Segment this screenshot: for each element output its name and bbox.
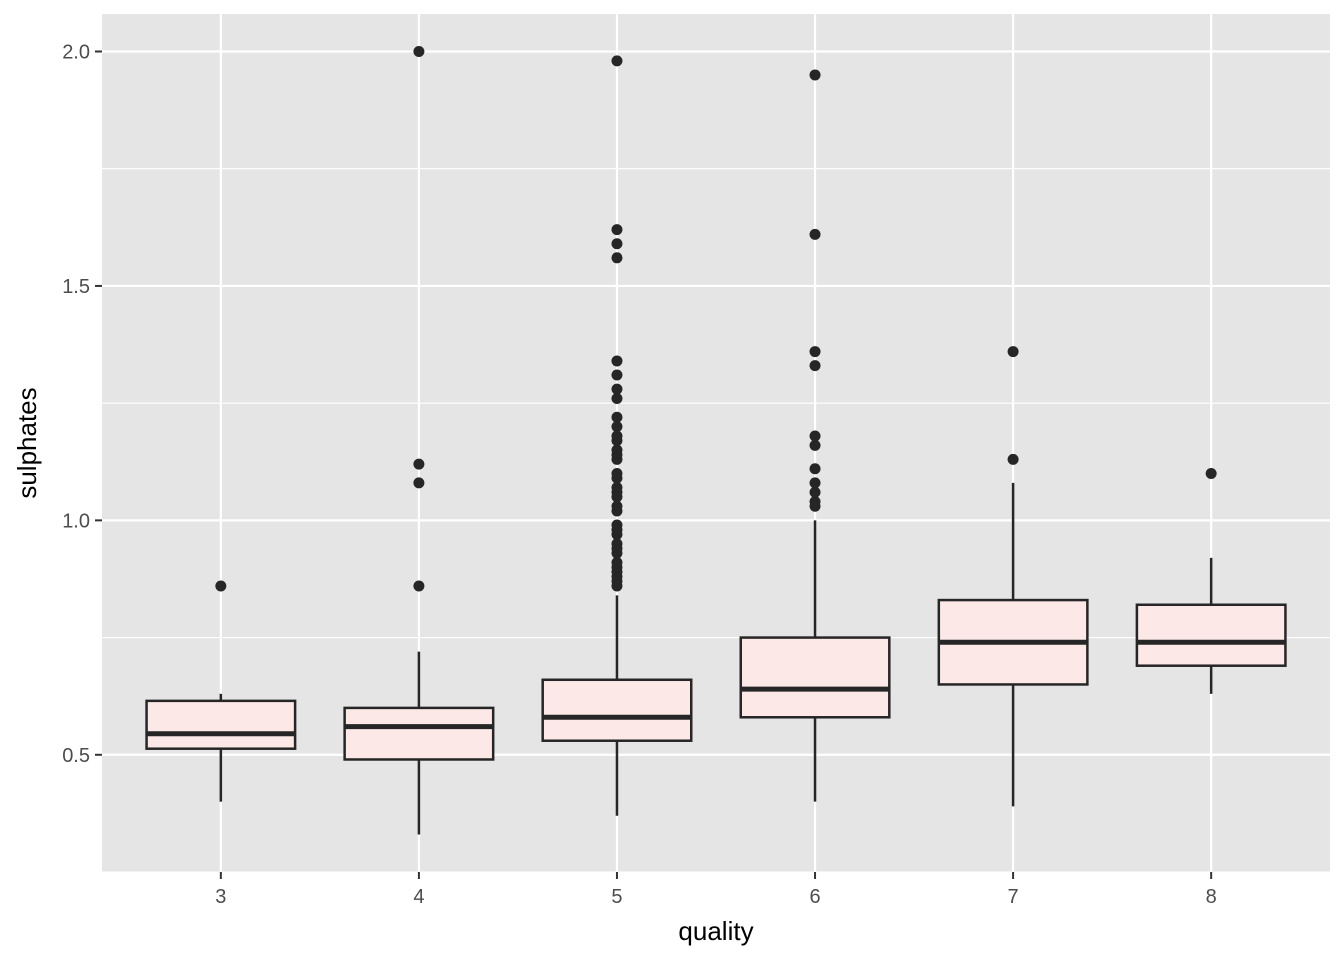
outlier-point <box>1205 467 1217 479</box>
box-iqr <box>343 706 495 761</box>
x-axis-title: quality <box>678 916 753 946</box>
outlier-point <box>809 346 821 358</box>
box-iqr <box>1135 603 1287 667</box>
box-group-6 <box>739 69 891 802</box>
minor-gridlines <box>102 168 1330 873</box>
outlier-point <box>611 482 623 494</box>
y-tick-label: 2.0 <box>62 42 90 64</box>
outlier-point <box>413 46 425 58</box>
box-group-5 <box>541 55 693 816</box>
outlier-point <box>1007 453 1019 465</box>
box-group-3 <box>145 580 297 802</box>
box-group-8 <box>1135 467 1287 694</box>
outlier-point <box>611 421 623 433</box>
box-layer <box>145 46 1287 835</box>
outlier-point <box>413 477 425 489</box>
outlier-point <box>611 392 623 404</box>
box-iqr <box>541 678 693 742</box>
x-tick-label: 4 <box>413 886 424 908</box>
outlier-point <box>413 580 425 592</box>
x-axis: 3 4 5 6 7 8 <box>215 872 1217 908</box>
outlier-point <box>611 383 623 395</box>
box-iqr <box>145 699 297 750</box>
outlier-point <box>413 458 425 470</box>
outlier-point <box>809 430 821 442</box>
outlier-point <box>611 557 623 569</box>
x-tick-label: 3 <box>215 886 226 908</box>
outlier-point <box>611 500 623 512</box>
outlier-point <box>611 238 623 250</box>
outlier-point <box>809 496 821 508</box>
outlier-point <box>611 444 623 456</box>
plot-panel <box>102 14 1330 872</box>
x-tick-label: 8 <box>1206 886 1217 908</box>
outlier-point <box>809 228 821 240</box>
outlier-point <box>611 355 623 367</box>
outlier-point <box>809 360 821 372</box>
x-tick-label: 7 <box>1008 886 1019 908</box>
outlier-point <box>611 411 623 423</box>
outlier-point <box>611 369 623 381</box>
x-tick-label: 6 <box>809 886 820 908</box>
outlier-point <box>611 224 623 236</box>
outlier-point <box>611 467 623 479</box>
box-iqr <box>739 636 891 719</box>
outlier-point <box>611 55 623 67</box>
outlier-point <box>215 580 227 592</box>
y-axis: 0.5 1.0 1.5 2.0 <box>62 42 102 767</box>
box-group-4 <box>343 46 495 835</box>
outlier-point <box>809 486 821 498</box>
outlier-point <box>809 477 821 489</box>
y-tick-label: 0.5 <box>62 745 90 767</box>
outlier-point <box>611 430 623 442</box>
box-group-7 <box>937 346 1089 807</box>
y-tick-label: 1.5 <box>62 276 90 298</box>
outlier-point <box>809 463 821 475</box>
outlier-point <box>809 439 821 451</box>
outlier-point <box>611 519 623 531</box>
y-axis-title: sulphates <box>12 387 42 498</box>
outlier-point <box>1007 346 1019 358</box>
y-tick-label: 1.0 <box>62 510 90 532</box>
x-tick-label: 5 <box>611 886 622 908</box>
outlier-point <box>809 69 821 81</box>
outlier-point <box>611 252 623 264</box>
outlier-point <box>611 538 623 550</box>
